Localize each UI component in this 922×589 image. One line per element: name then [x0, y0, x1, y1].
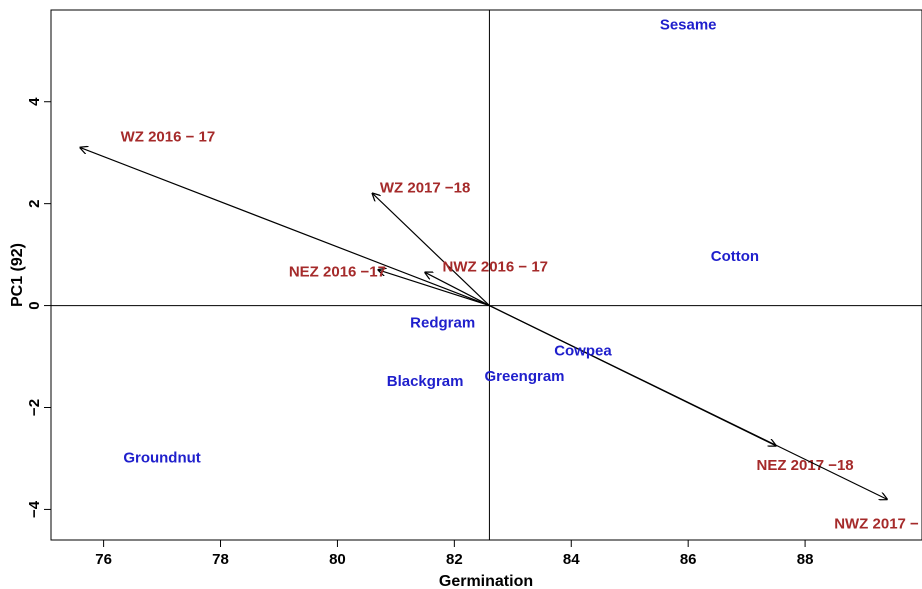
x-tick-label: 84: [563, 551, 580, 568]
plot-frame: [50, 9, 922, 541]
point-label: Cotton: [711, 248, 759, 265]
x-tick-label: 78: [212, 551, 229, 568]
vector-arrow: [425, 272, 490, 307]
point-label: Groundnut: [123, 449, 200, 466]
vector-label: WZ 2017 −18: [380, 179, 470, 196]
vector-label: NEZ 2016 −17: [289, 263, 386, 280]
x-axis-title: Germination: [439, 573, 533, 589]
y-tick-label: 2: [26, 199, 43, 207]
point-label-group: Sesame Cotton Redgram Cowpea Blackgram Greeng…: [123, 16, 759, 466]
y-tick-label: −4: [26, 500, 43, 518]
y-tick-label: 4: [26, 97, 43, 106]
y-axis: −4 −2 0 2 4: [26, 97, 51, 518]
vector-arrow: [378, 270, 490, 307]
point-label: Greengram: [484, 368, 564, 385]
x-tick-label: 76: [95, 551, 112, 568]
x-tick-label: 82: [446, 551, 463, 568]
vector-label: NWZ 2017 − 18: [834, 516, 922, 533]
y-tick-label: −2: [26, 399, 43, 416]
y-axis-title: PC1 (92): [9, 243, 26, 307]
y-tick-label: 0: [26, 301, 43, 309]
vector-arrow: [489, 305, 887, 500]
vector-arrow: [80, 148, 490, 307]
vector-label: NEZ 2017 −18: [757, 457, 854, 474]
point-label: Sesame: [660, 16, 717, 33]
vector-arrow: [373, 193, 490, 307]
point-label: Blackgram: [387, 373, 464, 390]
x-tick-label: 80: [329, 551, 346, 568]
point-label: Cowpea: [554, 342, 612, 359]
vector-group: WZ 2016 − 17 WZ 2017 −18 NEZ 2016 −17 NWZ 2…: [80, 128, 922, 533]
x-tick-label: 86: [680, 551, 697, 568]
vector-label: WZ 2016 − 17: [121, 128, 216, 145]
x-tick-label: 88: [797, 551, 814, 568]
x-axis: 76 78 80 82 84 86 88: [95, 540, 813, 568]
vector-label: NWZ 2016 − 17: [443, 258, 548, 275]
point-label: Redgram: [410, 314, 475, 331]
